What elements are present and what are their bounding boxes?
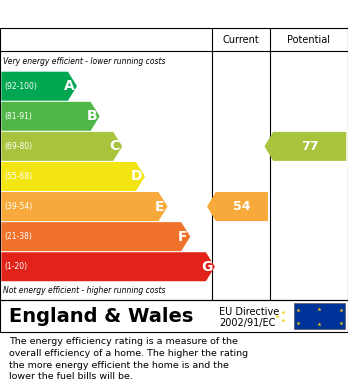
- Text: 2002/91/EC: 2002/91/EC: [219, 318, 276, 328]
- Text: Potential: Potential: [287, 35, 330, 45]
- Text: C: C: [109, 139, 119, 153]
- Text: England & Wales: England & Wales: [9, 307, 193, 326]
- FancyBboxPatch shape: [294, 303, 345, 329]
- Polygon shape: [1, 162, 145, 191]
- Text: Current: Current: [223, 35, 259, 45]
- Polygon shape: [1, 72, 77, 101]
- Text: Very energy efficient - lower running costs: Very energy efficient - lower running co…: [3, 57, 166, 66]
- Text: 54: 54: [233, 200, 251, 213]
- Polygon shape: [207, 192, 268, 221]
- Text: 77: 77: [301, 140, 318, 153]
- Polygon shape: [1, 222, 190, 251]
- Text: (69-80): (69-80): [5, 142, 33, 151]
- Text: F: F: [177, 230, 187, 244]
- Text: E: E: [155, 199, 164, 213]
- Text: B: B: [86, 109, 97, 123]
- Text: (21-38): (21-38): [5, 232, 32, 241]
- Text: (39-54): (39-54): [5, 202, 33, 211]
- Text: (81-91): (81-91): [5, 112, 32, 121]
- Polygon shape: [1, 252, 215, 281]
- Text: EU Directive: EU Directive: [219, 307, 279, 317]
- Text: Not energy efficient - higher running costs: Not energy efficient - higher running co…: [3, 286, 166, 295]
- Text: (1-20): (1-20): [5, 262, 27, 271]
- Text: D: D: [131, 169, 143, 183]
- Polygon shape: [1, 102, 100, 131]
- Polygon shape: [1, 132, 122, 161]
- Text: G: G: [201, 260, 213, 274]
- Text: A: A: [64, 79, 74, 93]
- Polygon shape: [1, 192, 168, 221]
- Text: The energy efficiency rating is a measure of the
overall efficiency of a home. T: The energy efficiency rating is a measur…: [9, 337, 248, 382]
- Polygon shape: [264, 132, 346, 161]
- Text: (92-100): (92-100): [5, 82, 37, 91]
- Text: (55-68): (55-68): [5, 172, 33, 181]
- Text: Energy Efficiency Rating: Energy Efficiency Rating: [9, 7, 211, 22]
